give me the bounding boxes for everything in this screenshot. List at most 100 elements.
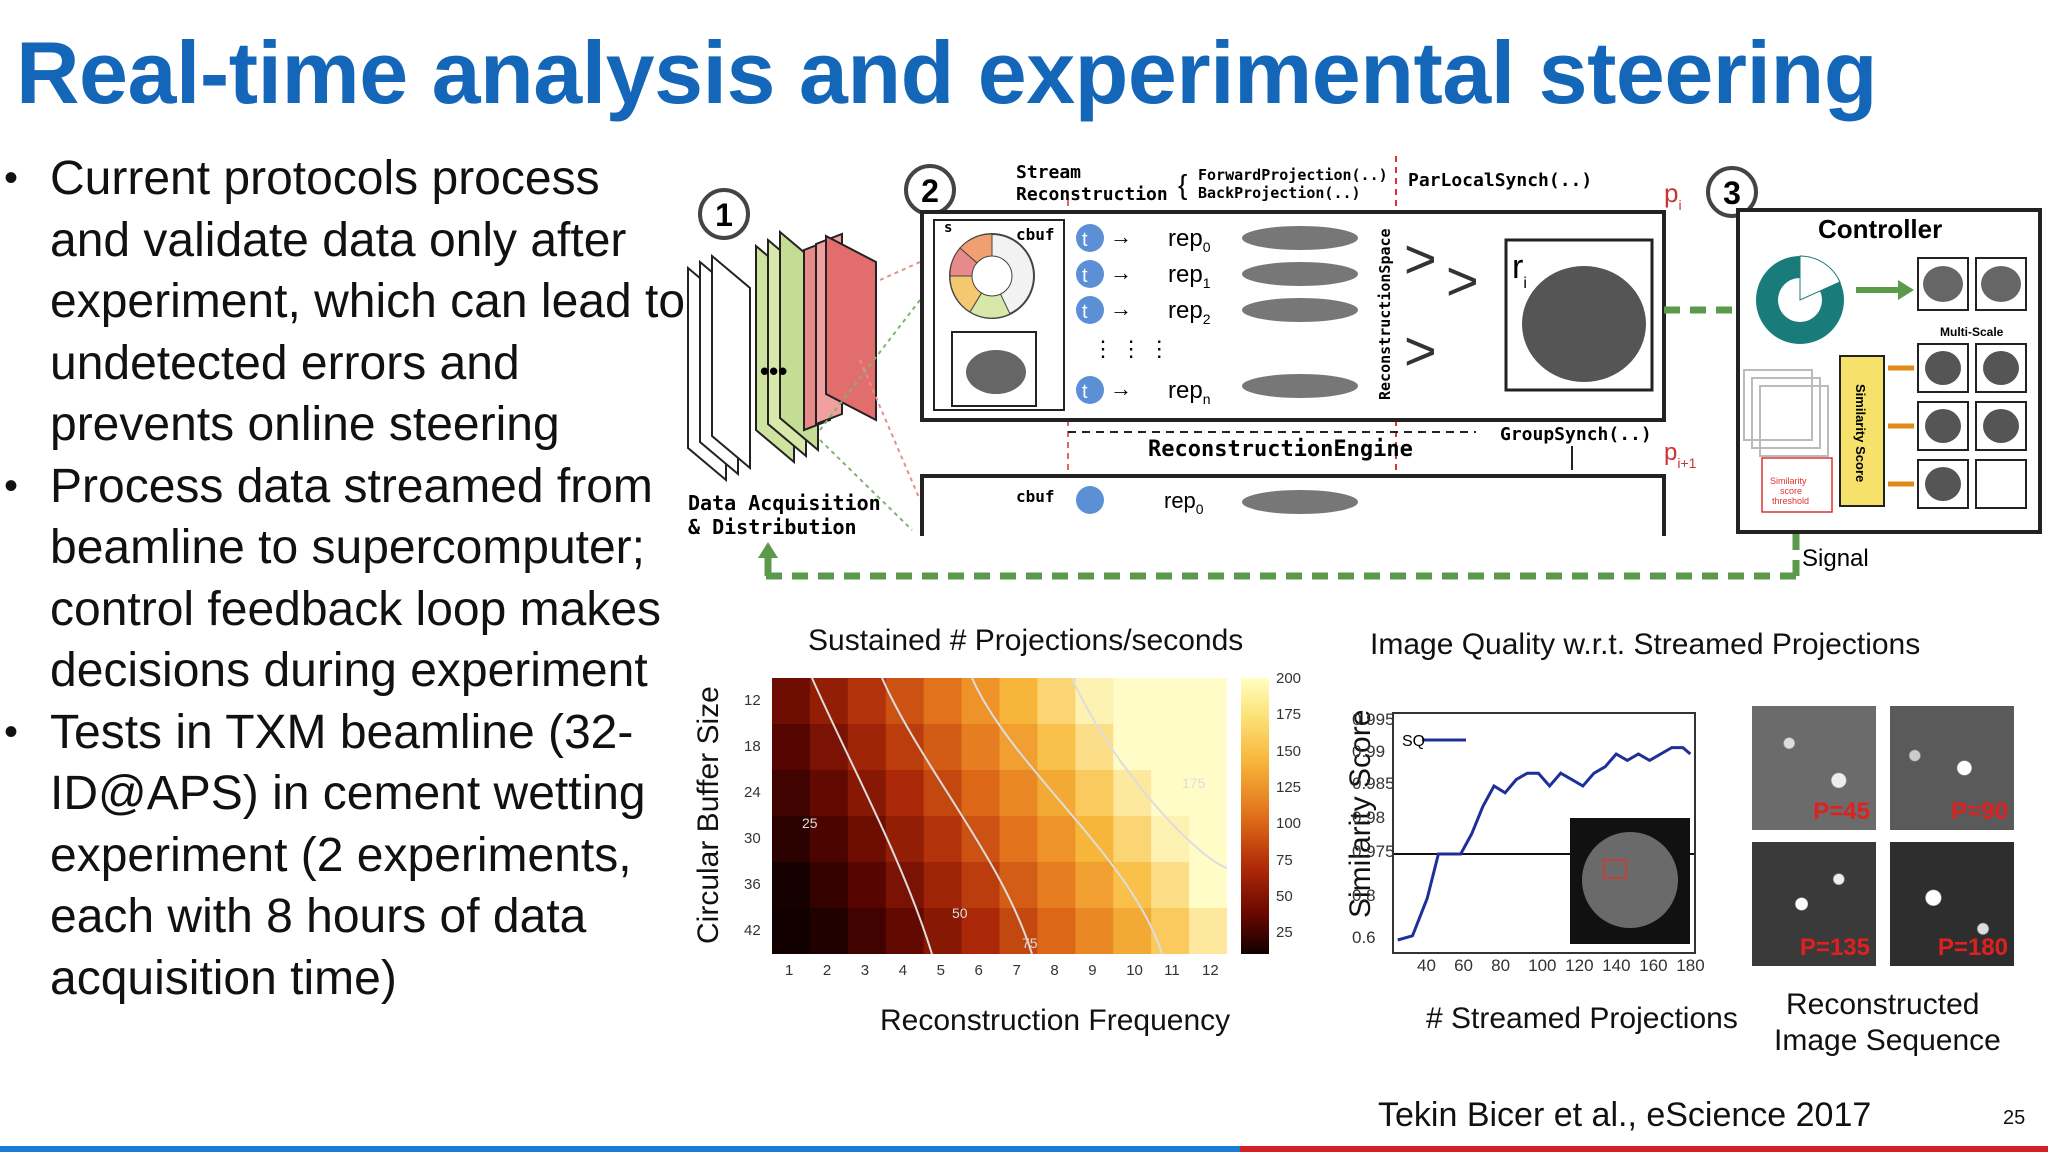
- svg-text:s: s: [944, 220, 952, 236]
- contour-label: 25: [802, 815, 818, 831]
- heatmap-x-tick: 1: [784, 962, 794, 979]
- svg-text:Similarity: Similarity: [1770, 476, 1807, 486]
- heatmap-cell: [1113, 724, 1152, 771]
- heatmap-x-tick: 7: [1012, 962, 1021, 979]
- reconstructed-volume: [1522, 266, 1646, 382]
- data-acq-label-2: & Distribution: [688, 515, 857, 539]
- sq-x-tick: 140: [1602, 956, 1631, 975]
- heatmap-y-tick: 18: [744, 738, 761, 755]
- ellipsis-glyph: •••: [760, 356, 787, 386]
- bullet-text: Process data streamed from beamline to s…: [50, 459, 662, 698]
- heatmap-cell: [1151, 724, 1190, 771]
- svg-text:⋮ ⋮ ⋮: ⋮ ⋮ ⋮: [1092, 336, 1170, 361]
- bullet-text: Current protocols process and validate d…: [50, 152, 686, 451]
- colorbar-tick: 25: [1276, 924, 1293, 942]
- heatmap-x-tick: 11: [1164, 962, 1180, 979]
- recon-image-label: P=180: [1937, 934, 2008, 961]
- heatmap-cell: [923, 724, 963, 771]
- heatmap-cell: [847, 678, 887, 725]
- svg-text:t: t: [1082, 229, 1088, 251]
- svg-text:rep1: rep1: [1168, 261, 1211, 291]
- heatmap-cell: [1151, 908, 1190, 954]
- heatmap-cell: [1037, 678, 1076, 725]
- heatmap-contour: [1071, 678, 1227, 869]
- heatmap-cell: [923, 678, 963, 725]
- recon-image-label: P=135: [1799, 934, 1870, 961]
- heatmap-cell: [961, 724, 1000, 771]
- heatmap-y-tick: 12: [744, 692, 761, 709]
- step-3-circle: [1706, 166, 1758, 218]
- heatmap-cell: [1037, 816, 1076, 863]
- colorbar-tick: 175: [1276, 706, 1302, 724]
- heatmap-cell: [772, 816, 811, 863]
- heatmap-y-tick: 24: [744, 784, 761, 801]
- step-2-label: 2: [921, 173, 939, 209]
- svg-text:→: →: [1110, 296, 1132, 321]
- heatmap-x-tick: 8: [1050, 962, 1059, 979]
- heatmap-cell: [1075, 862, 1114, 909]
- threshold-mini-plot: [1761, 457, 1833, 513]
- svg-text:→: →: [1110, 224, 1132, 249]
- stream-label-1: Stream: [1016, 162, 1081, 183]
- sq-y-tick: 0.98: [1352, 808, 1386, 827]
- svg-text:rep0: rep0: [1168, 225, 1211, 255]
- stream-label-2: Reconstruction: [1016, 184, 1168, 205]
- heatmap-cell: [772, 908, 811, 954]
- svg-text:rep2: rep2: [1168, 297, 1211, 327]
- svg-text:cbuf: cbuf: [1016, 487, 1055, 506]
- circular-buffer: s cbuf: [933, 219, 1065, 411]
- svg-text:>: >: [1404, 227, 1437, 290]
- sq-chart-title: Image Quality w.r.t. Streamed Projection…: [1370, 628, 1921, 661]
- data-acq-label-1: Data Acquisition: [688, 491, 881, 515]
- heatmap-cell: [885, 770, 925, 817]
- recon-image-label: P=90: [1951, 798, 2008, 825]
- heatmap-cell: [1113, 862, 1152, 909]
- heatmap-y-tick: 30: [744, 830, 761, 847]
- brace-glyph: {: [1178, 169, 1187, 200]
- p-i-label: pi: [1664, 178, 1682, 213]
- heatmap-cell: [772, 724, 811, 771]
- svg-text:repn: repn: [1168, 377, 1210, 407]
- sq-x-tick: 120: [1565, 956, 1594, 975]
- heatmap-cell: [885, 724, 925, 771]
- forward-projection-label: ForwardProjection(..): [1198, 166, 1388, 184]
- heatmap-cell: [809, 816, 849, 863]
- heatmap-contour: [881, 678, 1033, 954]
- colorbar-tick: 75: [1276, 851, 1293, 869]
- contour-label: 50: [952, 905, 968, 921]
- svg-text:→: →: [1110, 376, 1132, 401]
- sq-x-tick: 160: [1639, 956, 1668, 975]
- bullet-list: • Current protocols process and validate …: [0, 148, 690, 1009]
- controller-label: Controller: [1818, 214, 1942, 244]
- heatmap-cell: [772, 678, 811, 725]
- reconstruction-engine-label: ReconstructionEngine: [1148, 437, 1413, 462]
- recon-image-tile: P=135: [1752, 842, 1876, 966]
- heatmap-colorbar: [1241, 678, 1269, 954]
- heatmap-cell: [809, 908, 849, 954]
- svg-text:t: t: [1082, 265, 1088, 287]
- sq-x-tick: 100: [1528, 956, 1557, 975]
- sq-plot-frame: SQ: [1392, 712, 1696, 954]
- heatmap-plot: 25 50 75 175: [772, 678, 1227, 954]
- heatmap-title: Sustained # Projections/seconds: [808, 624, 1244, 657]
- sq-x-tick: 180: [1676, 956, 1705, 975]
- projection-frames: •••: [687, 229, 877, 483]
- heatmap-cell: [1189, 908, 1227, 954]
- heatmap-x-tick: 6: [974, 962, 983, 979]
- back-projection-label: BackProjection(..): [1198, 184, 1361, 202]
- bullet-text: Tests in TXM beamline (32-ID@APS) in cem…: [50, 705, 646, 1005]
- heatmap-cell: [1189, 816, 1227, 863]
- heatmap-cell: [1037, 862, 1076, 909]
- heatmap-cell: [1037, 770, 1076, 817]
- similarity-score-box: [1839, 355, 1885, 507]
- colorbar-tick: 150: [1276, 742, 1302, 760]
- heatmap-cell: [772, 862, 811, 909]
- recon-caption-1: Reconstructed: [1786, 988, 1980, 1021]
- stacked-slices: [1743, 369, 1829, 457]
- slice-inset-disk: [1582, 832, 1678, 928]
- recon-image-tile: P=45: [1752, 706, 1876, 830]
- heatmap-cell: [885, 678, 925, 725]
- multi-scale-label: Multi-Scale: [1940, 325, 2004, 339]
- sq-series-line: [1397, 746, 1692, 942]
- citation: Tekin Bicer et al., eScience 2017: [1378, 1096, 1872, 1134]
